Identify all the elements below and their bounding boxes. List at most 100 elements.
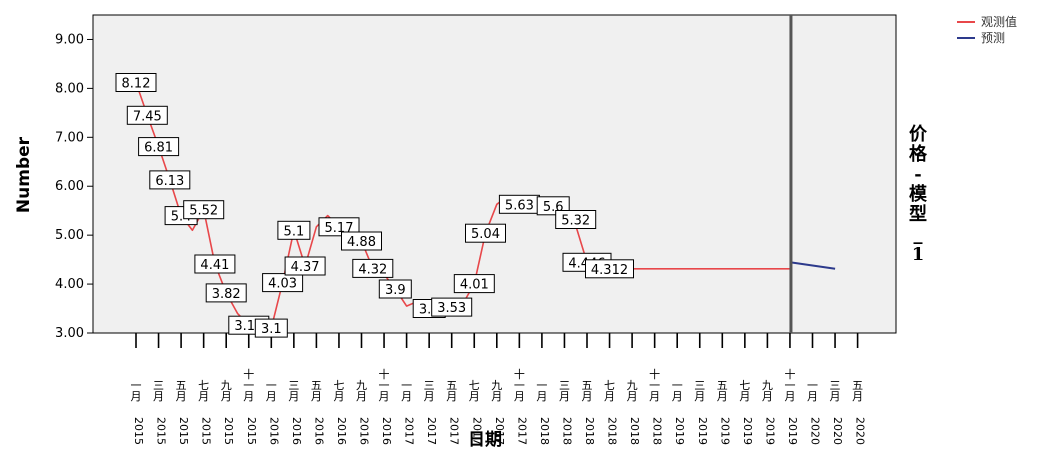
data-label: 4.32 xyxy=(352,258,394,278)
data-label: 4.03 xyxy=(262,273,304,293)
y-axis: 3.00 4.00 5.00 6.00 7.00 8.00 9.00 xyxy=(55,32,93,341)
data-label: 4.37 xyxy=(284,256,326,276)
data-label: 4.41 xyxy=(194,254,236,274)
x-tick-year: 2016 xyxy=(290,417,303,445)
data-label-text: 4.37 xyxy=(291,260,320,275)
data-label: 4.312 xyxy=(585,259,634,279)
x-tick-year: 2018 xyxy=(651,417,664,445)
data-label: 4.88 xyxy=(341,231,382,251)
x-tick-year: 2020 xyxy=(831,417,844,445)
data-label: 8.12 xyxy=(115,73,157,92)
y-tick-label: 4.00 xyxy=(55,277,84,292)
y-tick-label: 7.00 xyxy=(55,130,84,145)
x-tick-year: 2016 xyxy=(358,417,371,445)
x-tick-year: 2015 xyxy=(177,417,190,445)
data-label-box xyxy=(555,210,597,229)
x-tick-label: 十一月 xyxy=(243,367,254,403)
y-tick-label: 6.00 xyxy=(55,179,84,194)
x-tick-label: 七月 xyxy=(198,379,209,403)
data-label-box xyxy=(262,273,304,293)
x-tick-year: 2018 xyxy=(538,417,551,445)
data-label-text: 4.88 xyxy=(347,235,376,250)
y-tick-label: 8.00 xyxy=(55,81,84,96)
x-tick-label: 一月 xyxy=(536,379,547,403)
data-label: 3.82 xyxy=(205,283,247,303)
x-tick-year: 2019 xyxy=(673,417,686,445)
data-label-text: 4.41 xyxy=(200,258,229,273)
legend-label: 观测值 xyxy=(981,14,1017,29)
data-label-box xyxy=(341,231,382,251)
data-label: 3.1 xyxy=(254,318,288,338)
x-tick-year: 2018 xyxy=(606,417,619,445)
x-tick-label: 七月 xyxy=(333,379,344,403)
x-tick-year: 2015 xyxy=(200,417,213,445)
data-label-box xyxy=(318,217,360,237)
data-label-text: 4.01 xyxy=(460,278,489,293)
x-tick-label: 五月 xyxy=(582,379,593,403)
x-tick-year: 2018 xyxy=(628,417,641,445)
data-label-box xyxy=(115,73,157,92)
data-label-text: 4.32 xyxy=(358,262,387,277)
x-tick-label: 十一月 xyxy=(784,367,795,403)
data-label-box xyxy=(194,254,236,274)
data-label: 5.04 xyxy=(465,223,506,243)
x-tick-year: 2015 xyxy=(222,417,235,445)
data-label-box xyxy=(378,279,412,299)
data-label-box xyxy=(254,318,288,338)
data-label-text: 4.03 xyxy=(268,277,297,292)
data-label-text: 5.32 xyxy=(561,214,590,229)
x-tick-label: 三月 xyxy=(424,379,435,403)
x-tick-label: 三月 xyxy=(694,379,705,403)
data-label-text: 5.63 xyxy=(505,198,534,213)
data-label-text: 8.12 xyxy=(122,77,151,92)
x-tick-label: 十一月 xyxy=(514,367,525,403)
x-tick-label: 九月 xyxy=(356,379,367,403)
x-tick-year: 2019 xyxy=(741,417,754,445)
x-tick-year: 2018 xyxy=(560,417,573,445)
data-labels: 8.127.456.816.135.45.524.413.823.163.14.… xyxy=(115,73,634,338)
data-label-box xyxy=(149,170,191,190)
x-tick-label: 九月 xyxy=(491,379,502,403)
x-tick-label: 一月 xyxy=(401,379,412,403)
data-label-box xyxy=(138,137,180,157)
x-tick-label: 十一月 xyxy=(649,367,660,403)
data-label-text: 5.04 xyxy=(471,227,500,242)
data-label: 4.01 xyxy=(453,274,495,294)
model-title: 价格-模型_ 1 xyxy=(909,124,928,265)
x-tick-label: 五月 xyxy=(176,379,187,403)
data-label-text: 6.81 xyxy=(144,141,173,156)
data-label: 7.45 xyxy=(126,105,168,125)
x-tick-label: 三月 xyxy=(830,379,841,403)
y-tick-label: 5.00 xyxy=(55,228,84,243)
x-tick-year: 2016 xyxy=(335,417,348,445)
x-tick-label: 三月 xyxy=(153,379,164,403)
x-tick-year: 2017 xyxy=(403,417,416,445)
data-label-box xyxy=(183,200,225,220)
data-label-text: 3.82 xyxy=(212,287,241,302)
data-label-box xyxy=(431,297,473,317)
x-tick-label: 十一月 xyxy=(379,367,390,403)
x-tick-year: 2017 xyxy=(515,417,528,445)
legend-label: 预测 xyxy=(981,31,1005,45)
data-label-text: 4.312 xyxy=(591,263,628,278)
x-tick-year: 2019 xyxy=(786,417,799,445)
data-label-box xyxy=(205,283,247,303)
data-label-text: 6.13 xyxy=(155,174,184,189)
data-label-box xyxy=(126,105,168,125)
x-tick-label: 一月 xyxy=(672,379,683,403)
x-tick-year: 2020 xyxy=(854,417,867,445)
data-label-box xyxy=(453,274,495,294)
series-line-forecast xyxy=(789,261,836,270)
data-label: 6.13 xyxy=(149,170,191,190)
data-label-text: 3.53 xyxy=(437,301,466,316)
data-label-box xyxy=(465,223,506,243)
data-label-box xyxy=(277,220,311,240)
x-tick-year: 2016 xyxy=(267,417,280,445)
x-tick-label: 一月 xyxy=(266,379,277,403)
data-label: 5.32 xyxy=(555,210,597,229)
x-tick-year: 2019 xyxy=(718,417,731,445)
x-tick-year: 2020 xyxy=(809,417,822,445)
data-label-text: 7.45 xyxy=(133,109,162,124)
x-tick-label: 九月 xyxy=(221,379,232,403)
